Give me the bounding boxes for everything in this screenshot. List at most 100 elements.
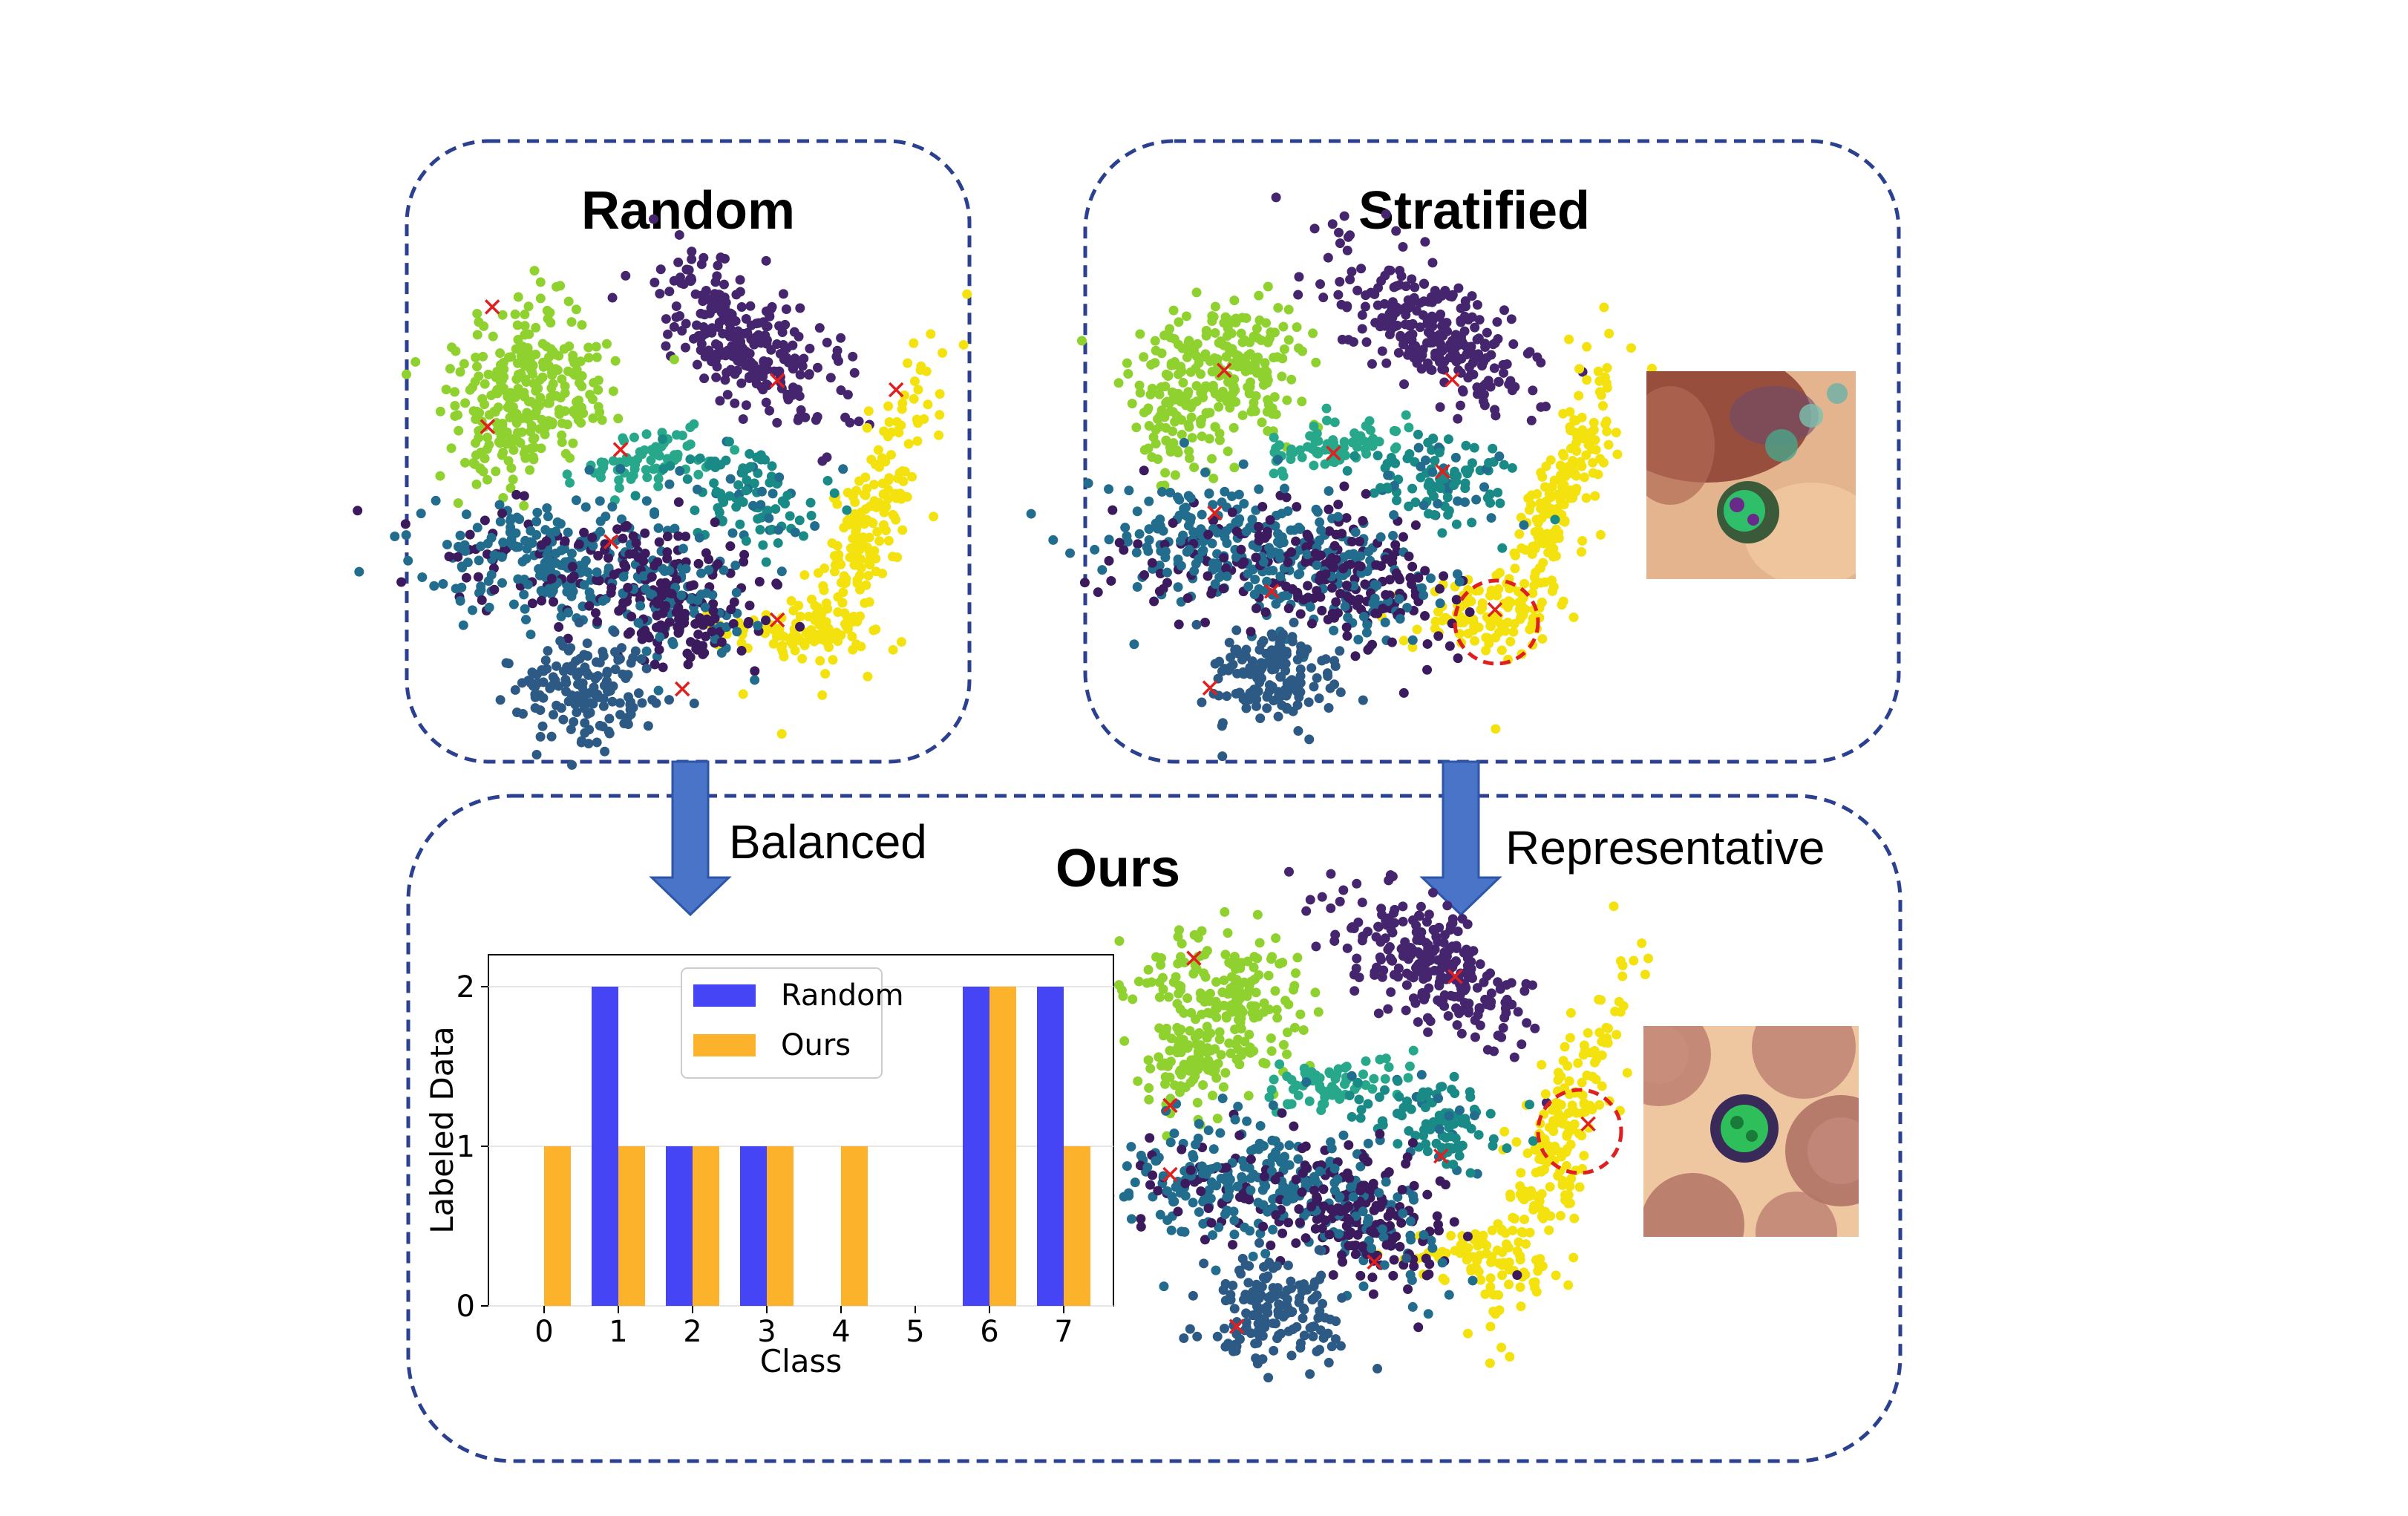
- scatter-point: [1159, 330, 1170, 341]
- scatter-point: [1403, 350, 1413, 360]
- scatter-point: [1232, 990, 1243, 1000]
- scatter-point: [745, 601, 755, 611]
- scatter-point: [1512, 1270, 1522, 1281]
- scatter-point: [453, 498, 463, 509]
- scatter-point: [736, 645, 747, 656]
- scatter-point: [438, 578, 448, 589]
- scatter-point: [1323, 252, 1333, 263]
- scatter-point: [1314, 693, 1324, 704]
- scatter-point: [1278, 321, 1289, 332]
- scatter-point: [484, 440, 494, 450]
- scatter-point: [1210, 659, 1220, 669]
- scatter-point: [671, 312, 681, 322]
- scatter-point: [1391, 442, 1401, 452]
- scatter-point: [1210, 327, 1220, 338]
- scatter-point: [1339, 211, 1349, 221]
- scatter-point: [1321, 1215, 1331, 1226]
- scatter-point: [1413, 1017, 1423, 1027]
- scatter-point: [674, 229, 684, 240]
- scatter-point: [817, 690, 828, 700]
- scatter-point: [1344, 549, 1354, 560]
- scatter-point: [519, 589, 529, 600]
- scatter-point: [1588, 457, 1598, 468]
- scatter-point: [527, 667, 537, 678]
- scatter-point: [1467, 312, 1477, 322]
- scatter-point: [1333, 290, 1344, 300]
- scatter-point: [1120, 523, 1131, 533]
- scatter-point: [1433, 955, 1443, 965]
- scatter-point: [1241, 526, 1252, 537]
- scatter-point: [623, 692, 633, 702]
- scatter-point: [1386, 324, 1396, 335]
- scatter-point: [765, 405, 775, 416]
- scatter-point: [1472, 300, 1482, 310]
- scatter-point: [690, 505, 700, 515]
- scatter-point: [759, 356, 769, 366]
- scatter-point: [1364, 1183, 1374, 1194]
- scatter-point: [1589, 1057, 1600, 1068]
- scatter-point: [1488, 443, 1498, 454]
- scatter-point: [1319, 1201, 1329, 1212]
- scatter-point: [742, 475, 752, 486]
- scatter-point: [1382, 482, 1393, 492]
- scatter-point: [1464, 362, 1474, 373]
- scatter-point: [1225, 662, 1235, 673]
- scatter-point: [1421, 1253, 1431, 1264]
- scatter-point: [541, 342, 552, 352]
- scatter-point: [1166, 1225, 1177, 1235]
- scatter-point: [1485, 497, 1496, 508]
- scatter-point: [593, 402, 603, 412]
- scatter-point: [1234, 489, 1244, 500]
- scatter-point: [1450, 452, 1461, 463]
- scatter-point: [1262, 526, 1272, 537]
- scatter-point: [661, 587, 671, 598]
- scatter-point: [574, 539, 584, 549]
- scatter-point: [724, 437, 734, 447]
- scatter-point: [1490, 338, 1500, 348]
- scatter-point: [1408, 915, 1419, 925]
- scatter-point: [822, 452, 832, 463]
- scatter-point: [472, 523, 482, 533]
- scatter-point: [559, 344, 569, 354]
- scatter-point: [1123, 369, 1133, 379]
- scatter-point: [1640, 970, 1650, 980]
- scatter-point: [546, 318, 556, 328]
- scatter-point: [1577, 1077, 1587, 1088]
- scatter-point: [1197, 509, 1207, 520]
- scatter-point: [1297, 1187, 1307, 1198]
- scatter-point: [795, 303, 805, 313]
- scatter-point: [805, 344, 815, 354]
- balanced-arrow: [649, 760, 732, 917]
- scatter-point: [1174, 510, 1185, 520]
- scatter-point: [578, 678, 588, 688]
- scatter-point: [520, 330, 530, 340]
- scatter-point: [1266, 954, 1276, 964]
- scatter-point: [1511, 550, 1521, 561]
- scatter-point: [648, 447, 658, 457]
- scatter-point: [1419, 296, 1429, 307]
- scatter-point: [1496, 645, 1507, 656]
- scatter-point: [1405, 1216, 1416, 1226]
- scatter-point: [1262, 1206, 1272, 1217]
- scatter-point: [664, 566, 675, 576]
- scatter-point: [1173, 932, 1183, 942]
- scatter-point: [1132, 506, 1142, 517]
- scatter-point: [676, 590, 687, 601]
- scatter-point: [1469, 1111, 1479, 1121]
- scatter-point: [1377, 1116, 1387, 1126]
- scatter-point: [1259, 1172, 1269, 1182]
- scatter-point: [1266, 1046, 1277, 1056]
- scatter-point: [1220, 486, 1230, 497]
- scatter-point: [1602, 363, 1612, 373]
- scatter-point: [774, 366, 785, 376]
- scatter-point: [1341, 1062, 1352, 1072]
- scatter-point: [476, 581, 486, 592]
- scatter-point: [1603, 440, 1614, 450]
- scatter-point: [1556, 1100, 1566, 1110]
- scatter-point: [791, 359, 801, 369]
- scatter-point: [795, 621, 805, 632]
- scatter-point: [1237, 313, 1248, 323]
- scatter-point: [1434, 447, 1445, 457]
- scatter-point: [861, 580, 871, 590]
- scatter-point: [555, 518, 566, 529]
